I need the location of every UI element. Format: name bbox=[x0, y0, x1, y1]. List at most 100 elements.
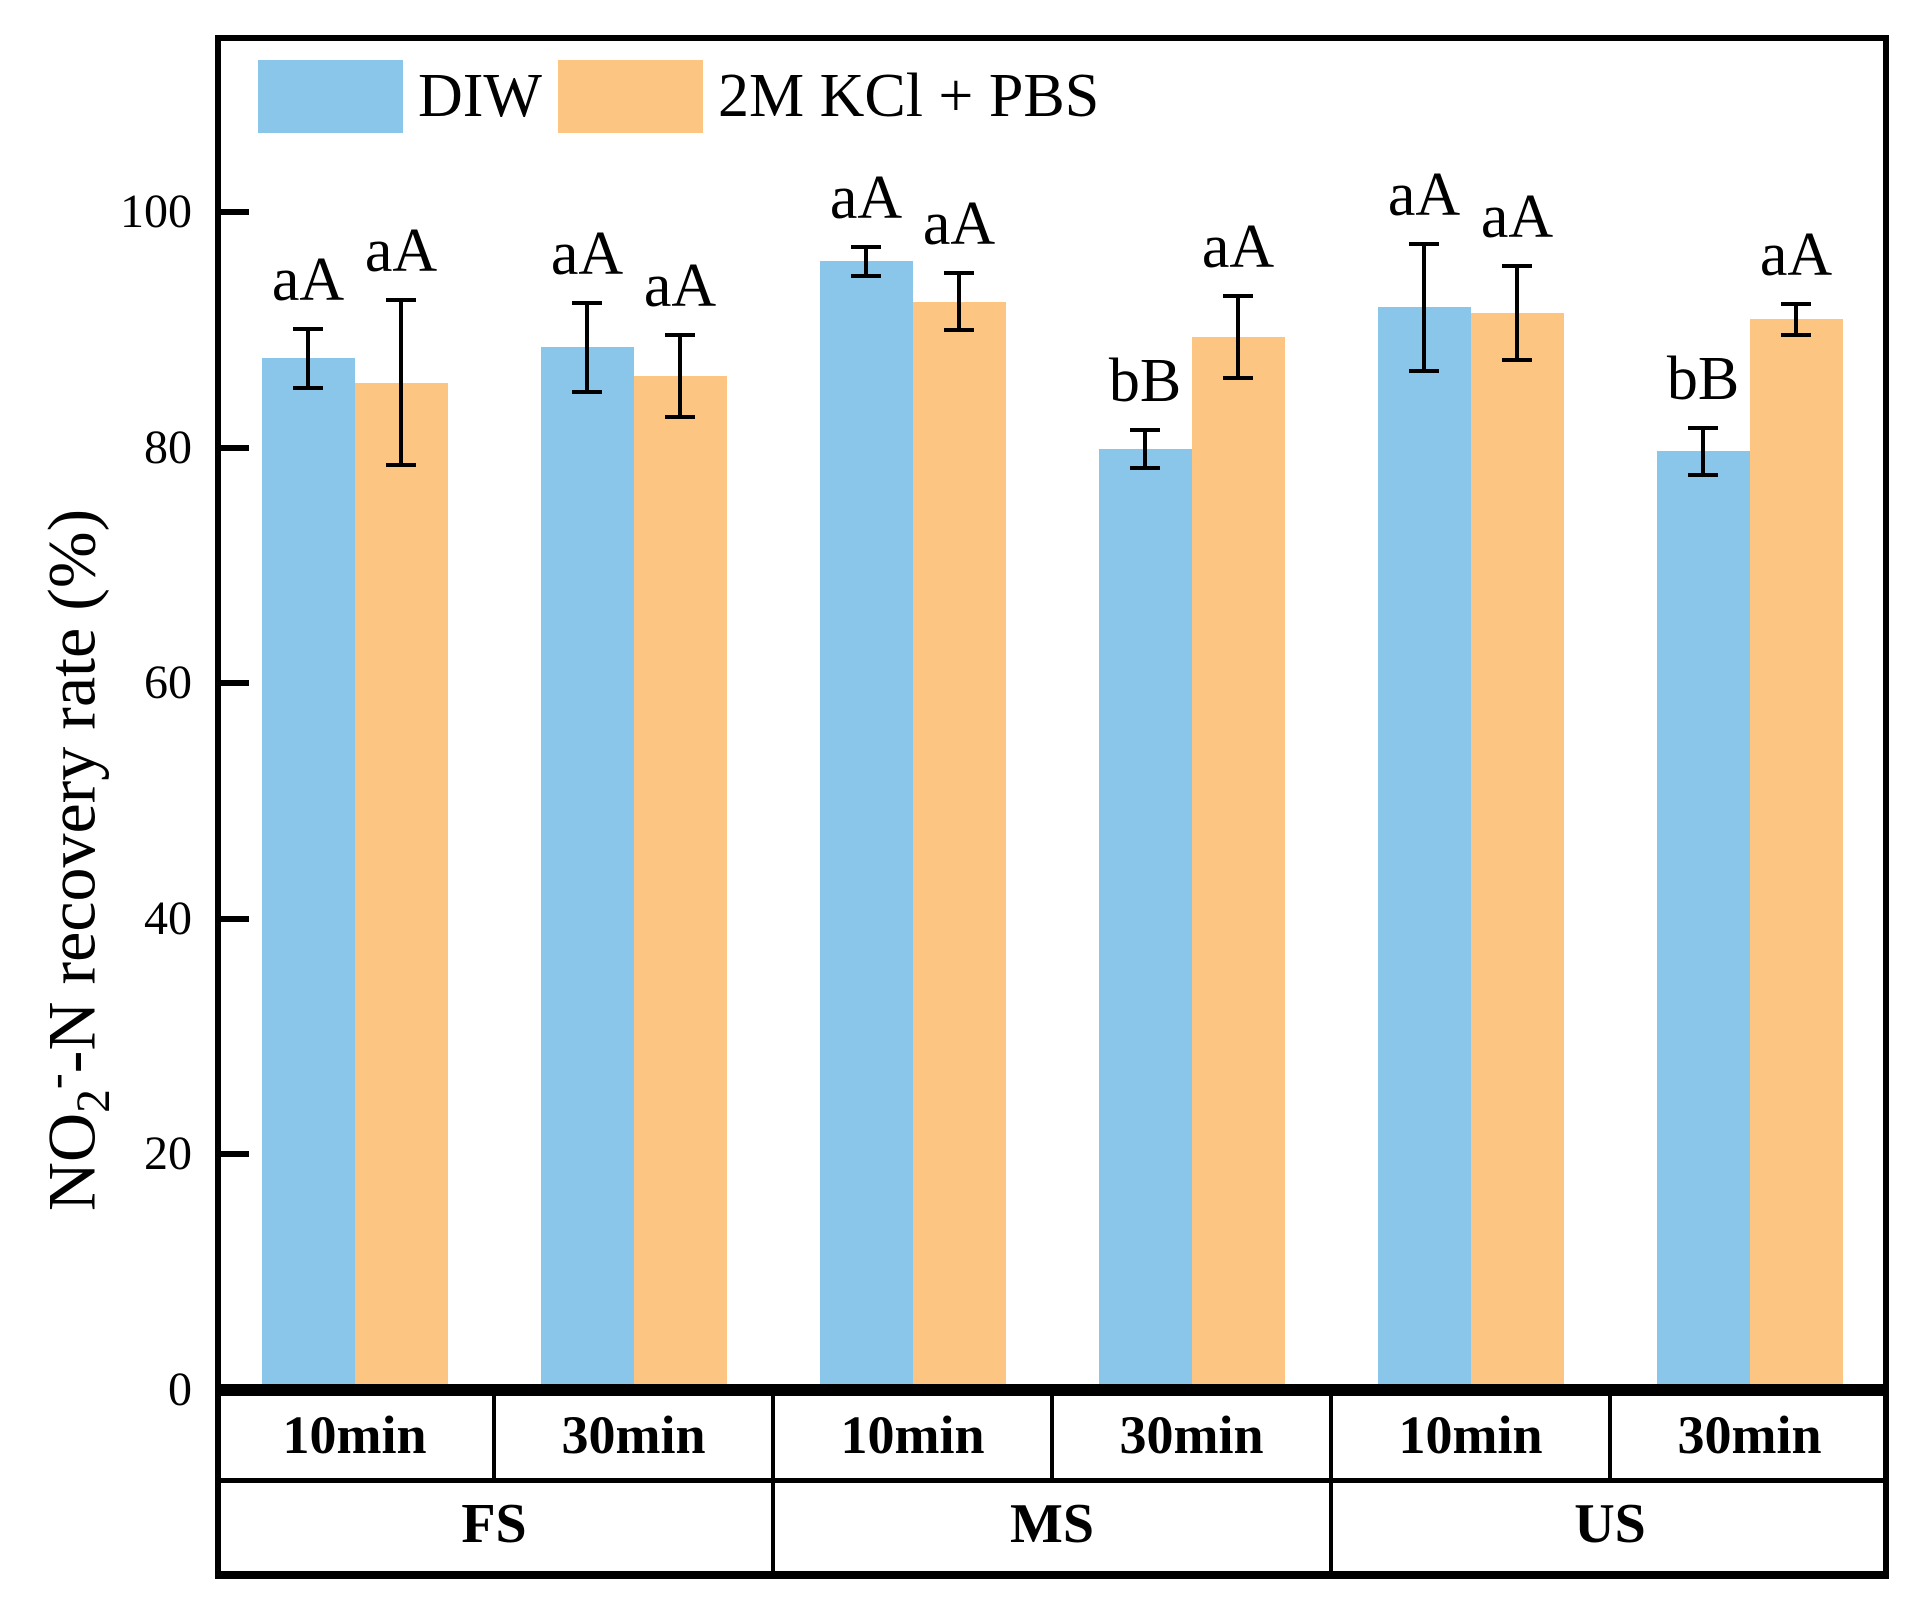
significance-label: aA bbox=[829, 164, 903, 233]
significance-label: aA bbox=[271, 245, 345, 314]
error-bar-line bbox=[1143, 429, 1147, 468]
y-tick-label: 100 bbox=[120, 185, 192, 238]
error-bar-cap-top bbox=[1223, 293, 1253, 298]
error-bar-cap-bottom bbox=[572, 390, 602, 395]
significance-label: aA bbox=[1759, 220, 1833, 289]
y-tick-label: 60 bbox=[144, 656, 192, 710]
error-bar-cap-top bbox=[851, 245, 881, 250]
table-cell-time: 30min bbox=[1677, 1405, 1822, 1465]
table-cell-time: 30min bbox=[561, 1405, 706, 1465]
significance-label: aA bbox=[922, 190, 996, 259]
error-bar-cap-bottom bbox=[944, 327, 974, 332]
error-bar-cap-top bbox=[1688, 425, 1718, 430]
y-tick bbox=[221, 915, 249, 922]
table-vline-row2 bbox=[1329, 1478, 1333, 1571]
legend-swatch-kcl-pbs bbox=[557, 60, 703, 133]
significance-label: aA bbox=[550, 219, 624, 288]
y-tick bbox=[221, 1151, 249, 1158]
error-bar-cap-bottom bbox=[1688, 472, 1718, 477]
y-tick-label: 0 bbox=[168, 1363, 192, 1416]
table-vline-row1 bbox=[1329, 1390, 1333, 1478]
table-cell-time: 10min bbox=[1398, 1405, 1543, 1465]
bar-2m-kcl-pbs-0 bbox=[354, 382, 448, 1390]
legend: DIW 2M KCl + PBS bbox=[258, 60, 1099, 133]
table-cell-section: FS bbox=[461, 1493, 527, 1555]
error-bar-cap-bottom bbox=[1409, 369, 1439, 374]
plot-area-frame bbox=[215, 35, 1889, 1390]
y-axis-label-text: NO2--N recovery rate (%) bbox=[29, 508, 121, 1212]
error-bar-line bbox=[957, 273, 961, 330]
error-bar-cap-top bbox=[1409, 241, 1439, 246]
bar-diw-0 bbox=[261, 358, 355, 1390]
legend-swatch-diw bbox=[258, 60, 403, 133]
table-cell-time: 10min bbox=[282, 1405, 427, 1465]
error-bar-cap-top bbox=[293, 326, 323, 331]
legend-label-kcl-pbs: 2M KCl + PBS bbox=[717, 62, 1100, 130]
error-bar-line bbox=[1794, 303, 1798, 335]
error-bar-cap-top bbox=[572, 300, 602, 305]
error-bar-line bbox=[864, 247, 868, 276]
error-bar-cap-top bbox=[1502, 264, 1532, 269]
error-bar-line bbox=[306, 328, 310, 388]
error-bar-cap-bottom bbox=[1130, 465, 1160, 470]
bar-2m-kcl-pbs-3 bbox=[1191, 336, 1285, 1390]
error-bar-cap-bottom bbox=[851, 273, 881, 278]
bar-2m-kcl-pbs-5 bbox=[1749, 319, 1843, 1390]
error-bar-line bbox=[1236, 295, 1240, 379]
table-line-bottom bbox=[215, 1571, 1889, 1579]
y-tick-label: 40 bbox=[144, 891, 192, 945]
bar-diw-1 bbox=[540, 347, 634, 1390]
significance-label: aA bbox=[1201, 212, 1275, 281]
table-line-middle bbox=[215, 1478, 1889, 1483]
table-vline-left bbox=[215, 1390, 221, 1579]
table-vline-row1 bbox=[1608, 1390, 1612, 1478]
legend-item-kcl-pbs: 2M KCl + PBS bbox=[557, 60, 1100, 133]
legend-label-diw: DIW bbox=[418, 62, 542, 130]
y-tick-label: 80 bbox=[144, 420, 192, 474]
error-bar-cap-bottom bbox=[293, 385, 323, 390]
table-vline-row1 bbox=[771, 1390, 775, 1478]
y-tick bbox=[221, 209, 249, 215]
significance-label: aA bbox=[1387, 160, 1461, 229]
error-bar-line bbox=[585, 302, 589, 393]
error-bar-cap-top bbox=[665, 332, 695, 337]
error-bar-line bbox=[1701, 427, 1705, 475]
error-bar-line bbox=[1515, 266, 1519, 361]
bar-diw-5 bbox=[1656, 451, 1750, 1390]
ylabel-superscript: - bbox=[29, 1073, 82, 1090]
y-tick bbox=[221, 444, 249, 451]
error-bar-cap-bottom bbox=[665, 414, 695, 419]
error-bar-cap-bottom bbox=[1223, 376, 1253, 381]
error-bar-cap-bottom bbox=[386, 463, 416, 468]
error-bar-cap-top bbox=[944, 271, 974, 276]
y-tick-label: 20 bbox=[144, 1127, 192, 1181]
table-cell-time: 30min bbox=[1119, 1405, 1264, 1465]
error-bar-cap-bottom bbox=[1781, 332, 1811, 337]
error-bar-cap-bottom bbox=[1502, 358, 1532, 363]
significance-label: aA bbox=[364, 217, 438, 286]
table-cell-section: US bbox=[1574, 1493, 1646, 1555]
y-tick bbox=[221, 680, 249, 687]
significance-label: aA bbox=[1480, 183, 1554, 252]
significance-label: bB bbox=[1666, 344, 1740, 413]
bar-2m-kcl-pbs-2 bbox=[912, 301, 1006, 1390]
bar-diw-3 bbox=[1098, 448, 1192, 1390]
significance-label: aA bbox=[643, 251, 717, 320]
error-bar-line bbox=[1422, 243, 1426, 372]
table-vline-row1 bbox=[1050, 1390, 1054, 1478]
significance-label: bB bbox=[1108, 346, 1182, 415]
error-bar-line bbox=[399, 300, 403, 466]
ylabel-subscript: 2 bbox=[68, 1089, 121, 1113]
table-vline-right bbox=[1883, 1390, 1889, 1579]
bar-2m-kcl-pbs-4 bbox=[1470, 313, 1564, 1390]
table-cell-section: MS bbox=[1010, 1493, 1094, 1555]
table-vline-row1 bbox=[492, 1390, 496, 1478]
error-bar-cap-top bbox=[1781, 301, 1811, 306]
error-bar-cap-top bbox=[386, 298, 416, 303]
legend-item-diw: DIW bbox=[258, 60, 542, 133]
error-bar-cap-top bbox=[1130, 427, 1160, 432]
bar-diw-2 bbox=[819, 261, 913, 1390]
bar-diw-4 bbox=[1377, 307, 1471, 1390]
table-vline-row2 bbox=[771, 1478, 775, 1571]
